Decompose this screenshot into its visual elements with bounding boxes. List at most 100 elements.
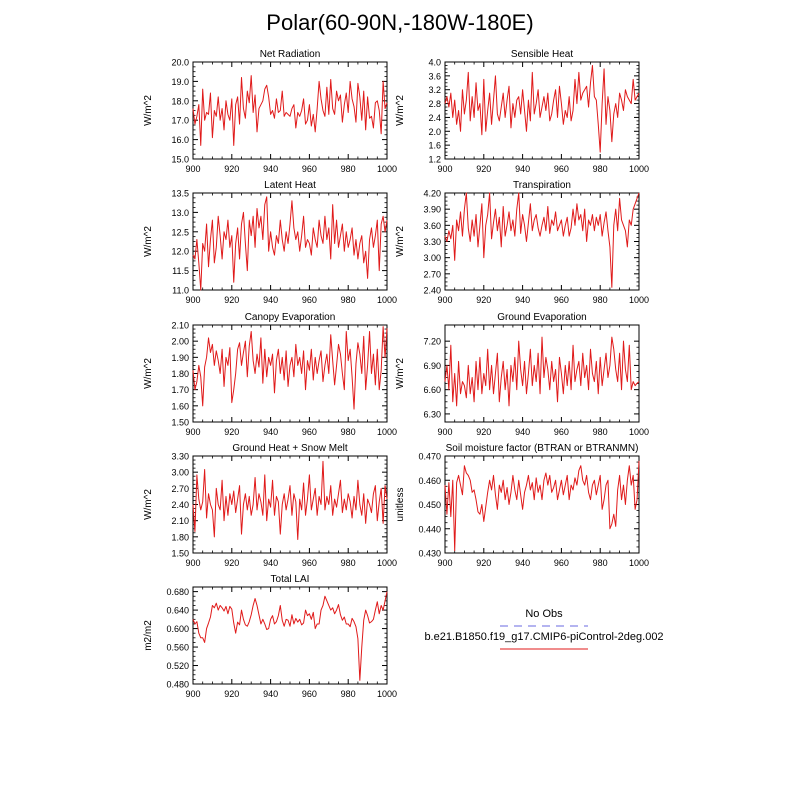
x-tick-label: 940 [263, 427, 278, 437]
y-tick-label: 1.80 [171, 369, 189, 379]
x-tick-label: 900 [437, 558, 452, 568]
y-tick-label: 6.30 [423, 409, 441, 419]
panel-grid: Net Radiation W/m^2 900 920 940 960 980 1000 15.… [143, 49, 649, 699]
x-tick-label: 960 [302, 689, 317, 699]
y-axis-label: W/m^2 [395, 95, 406, 126]
panel-ground-heat-snow-melt: Ground Heat + Snow Melt W/m^2 900 920 940 960… [143, 443, 397, 568]
y-axis-label: W/m^2 [395, 358, 406, 389]
panel-title: Transpiration [513, 180, 571, 191]
x-tick-label: 1000 [377, 558, 397, 568]
panel-title: Latent Heat [264, 180, 316, 191]
x-tick-label: 1000 [377, 689, 397, 699]
y-tick-label: 17.0 [171, 116, 189, 126]
y-tick-label: 16.0 [171, 135, 189, 145]
x-tick-label: 920 [224, 558, 239, 568]
series-line-soil-moisture-factor-btran-or-btranmn [444, 460, 640, 552]
panel-title: Sensible Heat [511, 49, 573, 60]
y-tick-label: 7.20 [423, 337, 441, 347]
panel-sensible-heat: Sensible Heat W/m^2 900 920 940 960 980 1000 1.2… [395, 49, 649, 174]
x-tick-label: 900 [185, 689, 200, 699]
y-tick-label: 4.20 [423, 189, 441, 199]
x-tick-label: 1000 [629, 295, 649, 305]
y-tick-label: 18.0 [171, 96, 189, 106]
y-tick-label: 1.70 [171, 385, 189, 395]
series-line-ground-heat-snow-melt [192, 460, 388, 541]
y-tick-label: 13.0 [171, 208, 189, 218]
x-tick-label: 920 [224, 295, 239, 305]
x-tick-label: 1000 [377, 295, 397, 305]
panel-latent-heat: Latent Heat W/m^2 900 920 940 960 980 1000 11.0 1… [143, 180, 397, 305]
x-tick-label: 900 [185, 164, 200, 174]
x-tick-label: 980 [341, 164, 356, 174]
y-tick-label: 3.00 [423, 253, 441, 263]
y-tick-label: 2.4 [428, 113, 441, 123]
y-tick-label: 0.640 [166, 606, 189, 616]
y-tick-label: 1.50 [171, 418, 189, 428]
x-tick-label: 980 [341, 295, 356, 305]
x-tick-label: 980 [341, 427, 356, 437]
plot-frame [444, 192, 640, 291]
x-tick-label: 980 [341, 689, 356, 699]
panel-title: Soil moisture factor (BTRAN or BTRANMN) [446, 443, 639, 454]
y-tick-label: 2.00 [171, 337, 189, 347]
panel-title: Ground Heat + Snow Melt [232, 443, 348, 454]
x-tick-label: 980 [593, 427, 608, 437]
y-tick-label: 3.90 [423, 205, 441, 215]
legend: No Obs b.e21.B1850.f19_g17.CMIP6-piContr… [424, 608, 664, 650]
x-tick-label: 1000 [377, 427, 397, 437]
y-tick-label: 20.0 [171, 58, 189, 68]
plot-frame [192, 192, 388, 291]
x-tick-label: 900 [437, 164, 452, 174]
x-tick-label: 940 [263, 295, 278, 305]
y-tick-label: 13.5 [171, 189, 189, 199]
y-tick-label: 0.600 [166, 624, 189, 634]
x-tick-label: 920 [224, 689, 239, 699]
x-tick-label: 900 [437, 427, 452, 437]
x-tick-label: 940 [515, 427, 530, 437]
x-tick-label: 940 [515, 295, 530, 305]
series-line-transpiration [444, 192, 640, 288]
x-tick-label: 900 [185, 295, 200, 305]
series-line-ground-evaporation [444, 336, 640, 407]
y-tick-label: 3.60 [423, 221, 441, 231]
y-tick-label: 19.0 [171, 77, 189, 87]
y-tick-label: 1.90 [171, 353, 189, 363]
x-tick-label: 960 [302, 164, 317, 174]
x-tick-label: 960 [302, 558, 317, 568]
x-tick-label: 920 [476, 427, 491, 437]
x-tick-label: 900 [185, 427, 200, 437]
panel-ground-evaporation: Ground Evaporation W/m^2 900 920 940 960 980 10… [395, 312, 649, 437]
y-tick-label: 2.10 [171, 321, 189, 331]
y-tick-label: 0.520 [166, 661, 189, 671]
y-tick-label: 0.450 [418, 500, 441, 510]
y-tick-label: 2.70 [423, 269, 441, 279]
y-tick-label: 0.470 [418, 452, 441, 462]
x-tick-label: 940 [263, 164, 278, 174]
y-tick-label: 6.60 [423, 385, 441, 395]
legend-obs-label: No Obs [525, 608, 563, 620]
y-tick-label: 0.480 [166, 680, 189, 690]
panel-title: Ground Evaporation [497, 312, 587, 323]
x-tick-label: 980 [593, 295, 608, 305]
x-tick-label: 940 [515, 164, 530, 174]
panel-title: Net Radiation [260, 49, 321, 60]
y-tick-label: 3.30 [423, 237, 441, 247]
x-tick-label: 980 [593, 558, 608, 568]
y-tick-label: 0.440 [418, 524, 441, 534]
figure-title: Polar(60-90N,-180W-180E) [266, 10, 533, 35]
y-axis-label: W/m^2 [143, 95, 154, 126]
y-tick-label: 3.00 [171, 468, 189, 478]
y-tick-label: 1.2 [428, 155, 441, 165]
x-tick-label: 1000 [629, 558, 649, 568]
y-tick-label: 3.2 [428, 85, 441, 95]
x-tick-label: 960 [302, 295, 317, 305]
x-tick-label: 1000 [629, 164, 649, 174]
x-tick-label: 1000 [377, 164, 397, 174]
y-tick-label: 11.5 [172, 266, 189, 276]
y-tick-label: 2.40 [171, 500, 189, 510]
y-tick-label: 0.560 [166, 643, 189, 653]
legend-case-label: b.e21.B1850.f19_g17.CMIP6-piControl-2deg… [424, 631, 663, 643]
y-axis-label: m2/m2 [143, 620, 154, 651]
y-tick-label: 1.50 [171, 549, 189, 559]
